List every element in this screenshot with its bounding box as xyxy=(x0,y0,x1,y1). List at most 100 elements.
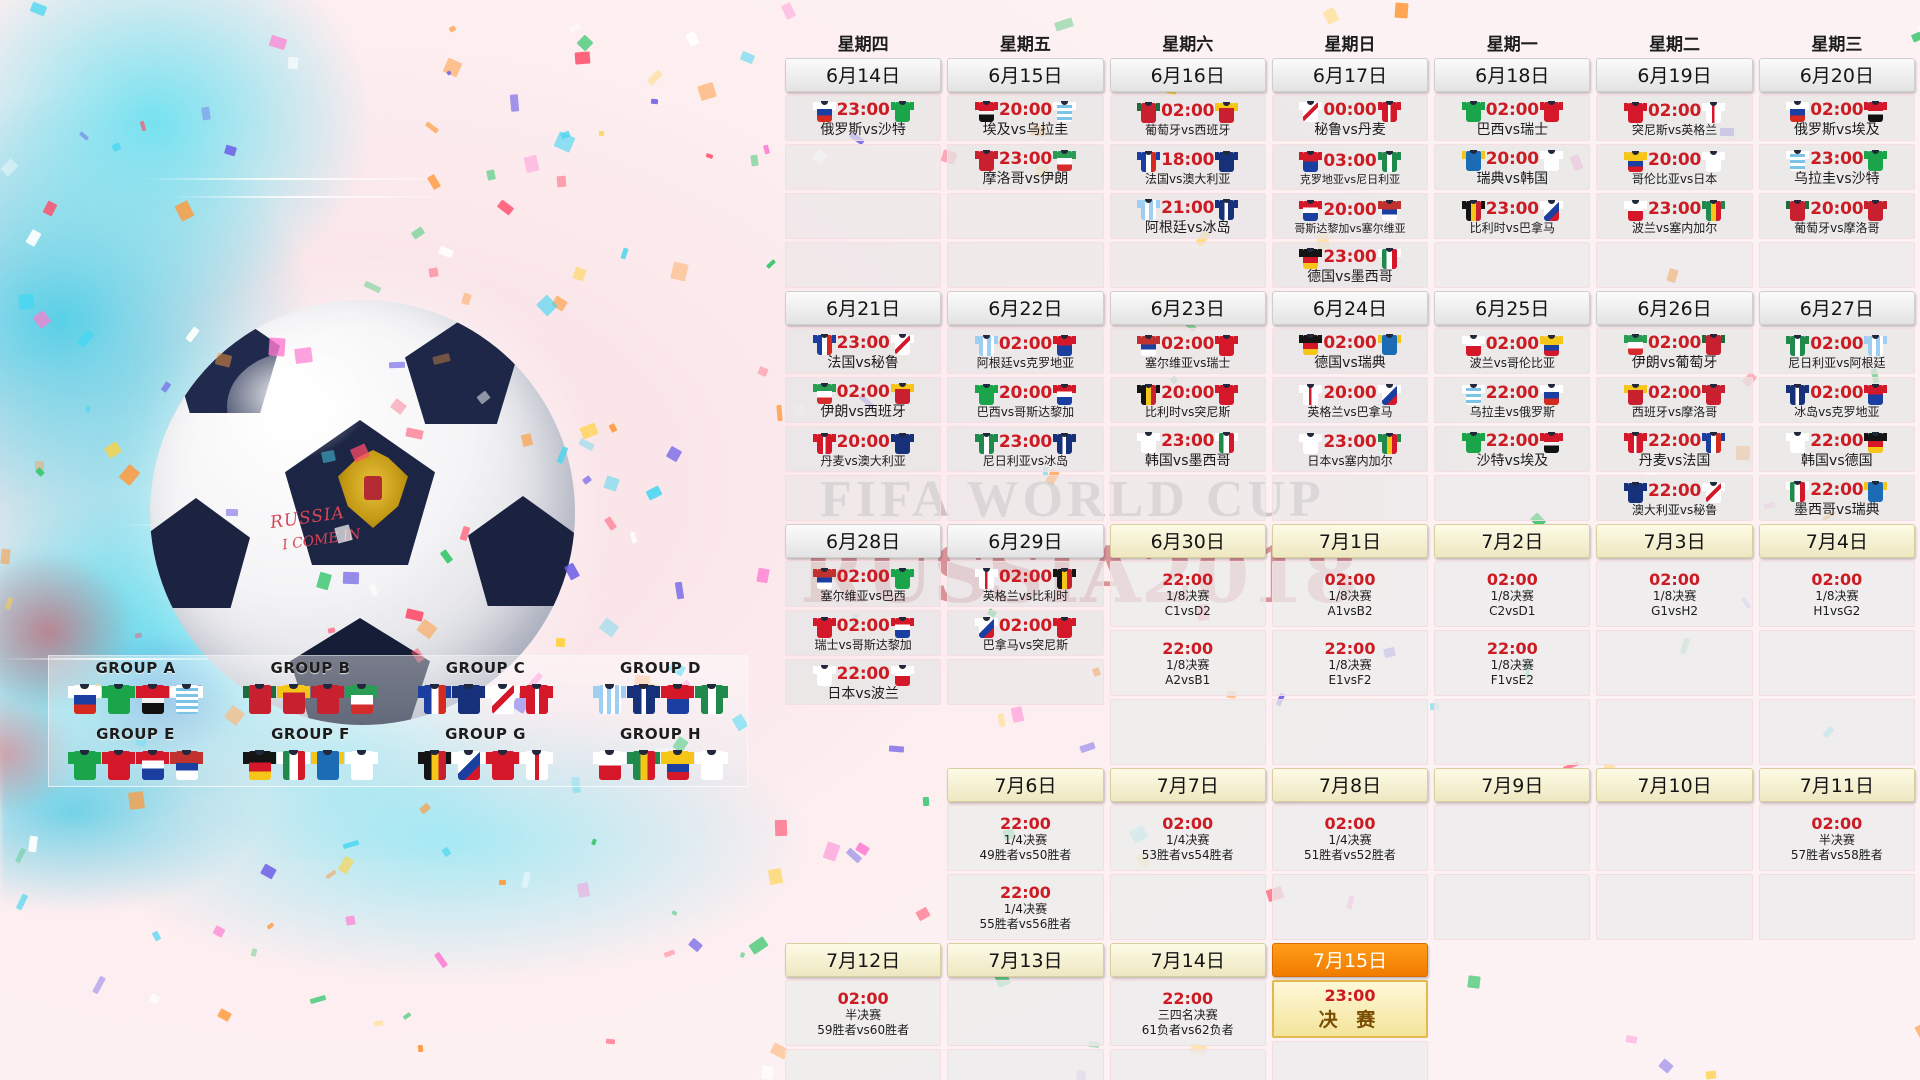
match-cell[interactable]: 20:00 瑞典vs韩国 xyxy=(1434,144,1591,190)
date-chip-6月20日[interactable]: 6月20日 xyxy=(1758,58,1915,92)
group-box-group-c[interactable]: GROUP C xyxy=(398,655,573,721)
match-cell[interactable]: 02:00 突尼斯vs英格兰 xyxy=(1596,95,1753,141)
match-cell[interactable]: 02:00 尼日利亚vs阿根廷 xyxy=(1758,328,1915,374)
match-cell[interactable]: 23:00 俄罗斯vs沙特 xyxy=(785,95,942,141)
match-cell[interactable]: 22:00 1/4决赛 55胜者vs56胜者 xyxy=(947,874,1104,940)
date-chip-7月14日[interactable]: 7月14日 xyxy=(1109,943,1266,977)
group-box-group-a[interactable]: GROUP A xyxy=(48,655,223,721)
match-cell[interactable]: 23:00 法国vs秘鲁 xyxy=(785,328,942,374)
date-chip-7月12日[interactable]: 7月12日 xyxy=(785,943,942,977)
match-cell[interactable]: 22:00 韩国vs德国 xyxy=(1758,426,1915,472)
date-chip-6月27日[interactable]: 6月27日 xyxy=(1758,291,1915,325)
group-box-group-b[interactable]: GROUP B xyxy=(223,655,398,721)
match-cell[interactable]: 23:00 韩国vs墨西哥 xyxy=(1109,426,1266,472)
date-chip-6月30日[interactable]: 6月30日 xyxy=(1109,524,1266,558)
date-chip-6月21日[interactable]: 6月21日 xyxy=(785,291,942,325)
date-chip-6月19日[interactable]: 6月19日 xyxy=(1596,58,1753,92)
date-chip-7月3日[interactable]: 7月3日 xyxy=(1596,524,1753,558)
date-chip-7月2日[interactable]: 7月2日 xyxy=(1434,524,1591,558)
date-chip-7月7日[interactable]: 7月7日 xyxy=(1109,768,1266,802)
match-cell[interactable]: 02:00 1/8决赛 H1vsG2 xyxy=(1758,561,1915,627)
match-cell[interactable]: 02:00 英格兰vs比利时 xyxy=(947,561,1104,607)
date-chip-7月11日[interactable]: 7月11日 xyxy=(1758,768,1915,802)
match-cell[interactable]: 21:00 阿根廷vs冰岛 xyxy=(1109,193,1266,239)
date-chip-7月13日[interactable]: 7月13日 xyxy=(947,943,1104,977)
match-cell[interactable]: 20:00 比利时vs突尼斯 xyxy=(1109,377,1266,423)
match-cell[interactable]: 02:00 俄罗斯vs埃及 xyxy=(1758,95,1915,141)
match-cell[interactable]: 22:00 1/8决赛 E1vsF2 xyxy=(1271,630,1429,696)
match-cell[interactable]: 22:00 澳大利亚vs秘鲁 xyxy=(1596,475,1753,521)
match-cell[interactable]: 20:00 丹麦vs澳大利亚 xyxy=(785,426,942,472)
match-cell[interactable]: 22:00 日本vs波兰 xyxy=(785,659,942,705)
group-box-group-h[interactable]: GROUP H xyxy=(573,721,748,787)
match-cell[interactable]: 02:00 1/4决赛 53胜者vs54胜者 xyxy=(1109,805,1266,871)
match-cell[interactable]: 02:00 半决赛 59胜者vs60胜者 xyxy=(785,980,942,1046)
match-cell[interactable]: 23:00 尼日利亚vs冰岛 xyxy=(947,426,1104,472)
date-chip-6月23日[interactable]: 6月23日 xyxy=(1109,291,1266,325)
match-cell[interactable]: 02:00 德国vs瑞典 xyxy=(1271,328,1429,374)
date-chip-7月10日[interactable]: 7月10日 xyxy=(1596,768,1753,802)
match-cell[interactable]: 20:00 英格兰vs巴拿马 xyxy=(1271,377,1429,423)
match-cell[interactable]: 02:00 伊朗vs葡萄牙 xyxy=(1596,328,1753,374)
match-cell[interactable]: 02:00 巴拿马vs突尼斯 xyxy=(947,610,1104,656)
match-cell[interactable]: 22:00 墨西哥vs瑞典 xyxy=(1758,475,1915,521)
match-cell[interactable]: 02:00 波兰vs哥伦比亚 xyxy=(1434,328,1591,374)
match-cell[interactable]: 20:00 巴西vs哥斯达黎加 xyxy=(947,377,1104,423)
date-chip-6月24日[interactable]: 6月24日 xyxy=(1271,291,1429,325)
match-cell[interactable]: 23:00 比利时vs巴拿马 xyxy=(1434,193,1591,239)
date-chip-6月14日[interactable]: 6月14日 xyxy=(785,58,942,92)
match-cell[interactable]: 03:00 克罗地亚vs尼日利亚 xyxy=(1271,144,1429,190)
group-box-group-g[interactable]: GROUP G xyxy=(398,721,573,787)
group-box-group-d[interactable]: GROUP D xyxy=(573,655,748,721)
match-cell[interactable]: 02:00 塞尔维亚vs巴西 xyxy=(785,561,942,607)
date-chip-6月22日[interactable]: 6月22日 xyxy=(947,291,1104,325)
date-chip-7月8日[interactable]: 7月8日 xyxy=(1271,768,1429,802)
date-chip-7月1日[interactable]: 7月1日 xyxy=(1271,524,1429,558)
date-chip-7月15日[interactable]: 7月15日 xyxy=(1271,943,1429,977)
match-cell[interactable]: 18:00 法国vs澳大利亚 xyxy=(1109,144,1266,190)
date-chip-6月15日[interactable]: 6月15日 xyxy=(947,58,1104,92)
match-cell[interactable]: 23:00 乌拉圭vs沙特 xyxy=(1758,144,1915,190)
match-cell[interactable]: 22:00 1/4决赛 49胜者vs50胜者 xyxy=(947,805,1104,871)
date-chip-7月6日[interactable]: 7月6日 xyxy=(947,768,1104,802)
match-cell[interactable]: 22:00 乌拉圭vs俄罗斯 xyxy=(1434,377,1591,423)
match-cell[interactable]: 02:00 伊朗vs西班牙 xyxy=(785,377,942,423)
group-box-group-e[interactable]: GROUP E xyxy=(48,721,223,787)
date-chip-7月4日[interactable]: 7月4日 xyxy=(1758,524,1915,558)
match-cell[interactable]: 02:00 1/8决赛 C2vsD1 xyxy=(1434,561,1591,627)
match-cell[interactable]: 22:00 三四名决赛 61负者vs62负者 xyxy=(1109,980,1266,1046)
match-cell[interactable]: 23:00 决 赛 xyxy=(1271,980,1429,1038)
date-chip-6月16日[interactable]: 6月16日 xyxy=(1109,58,1266,92)
match-cell[interactable]: 02:00 1/8决赛 G1vsH2 xyxy=(1596,561,1753,627)
date-chip-7月9日[interactable]: 7月9日 xyxy=(1434,768,1591,802)
date-chip-6月25日[interactable]: 6月25日 xyxy=(1434,291,1591,325)
match-cell[interactable]: 22:00 丹麦vs法国 xyxy=(1596,426,1753,472)
match-cell[interactable]: 02:00 1/8决赛 A1vsB2 xyxy=(1271,561,1429,627)
match-cell[interactable]: 02:00 葡萄牙vs西班牙 xyxy=(1109,95,1266,141)
match-cell[interactable]: 22:00 1/8决赛 C1vsD2 xyxy=(1109,561,1266,627)
date-chip-6月28日[interactable]: 6月28日 xyxy=(785,524,942,558)
match-cell[interactable]: 22:00 1/8决赛 F1vsE2 xyxy=(1434,630,1591,696)
match-cell[interactable]: 02:00 瑞士vs哥斯达黎加 xyxy=(785,610,942,656)
match-cell[interactable]: 02:00 西班牙vs摩洛哥 xyxy=(1596,377,1753,423)
match-cell[interactable]: 02:00 阿根廷vs克罗地亚 xyxy=(947,328,1104,374)
match-cell[interactable]: 20:00 埃及vs乌拉圭 xyxy=(947,95,1104,141)
date-chip-6月26日[interactable]: 6月26日 xyxy=(1596,291,1753,325)
match-cell[interactable]: 22:00 沙特vs埃及 xyxy=(1434,426,1591,472)
match-cell[interactable]: 20:00 哥斯达黎加vs塞尔维亚 xyxy=(1271,193,1429,239)
date-chip-6月29日[interactable]: 6月29日 xyxy=(947,524,1104,558)
match-cell[interactable]: 23:00 波兰vs塞内加尔 xyxy=(1596,193,1753,239)
match-cell[interactable]: 22:00 1/8决赛 A2vsB1 xyxy=(1109,630,1266,696)
match-cell[interactable]: 02:00 冰岛vs克罗地亚 xyxy=(1758,377,1915,423)
match-cell[interactable]: 00:00 秘鲁vs丹麦 xyxy=(1271,95,1429,141)
match-cell[interactable]: 02:00 巴西vs瑞士 xyxy=(1434,95,1591,141)
match-cell[interactable]: 02:00 1/4决赛 51胜者vs52胜者 xyxy=(1271,805,1429,871)
group-box-group-f[interactable]: GROUP F xyxy=(223,721,398,787)
date-chip-6月18日[interactable]: 6月18日 xyxy=(1434,58,1591,92)
match-cell[interactable]: 20:00 葡萄牙vs摩洛哥 xyxy=(1758,193,1915,239)
match-cell[interactable]: 23:00 德国vs墨西哥 xyxy=(1271,242,1429,288)
match-cell[interactable]: 02:00 塞尔维亚vs瑞士 xyxy=(1109,328,1266,374)
match-cell[interactable]: 23:00 日本vs塞内加尔 xyxy=(1271,426,1429,472)
match-cell[interactable]: 20:00 哥伦比亚vs日本 xyxy=(1596,144,1753,190)
match-cell[interactable]: 02:00 半决赛 57胜者vs58胜者 xyxy=(1758,805,1915,871)
